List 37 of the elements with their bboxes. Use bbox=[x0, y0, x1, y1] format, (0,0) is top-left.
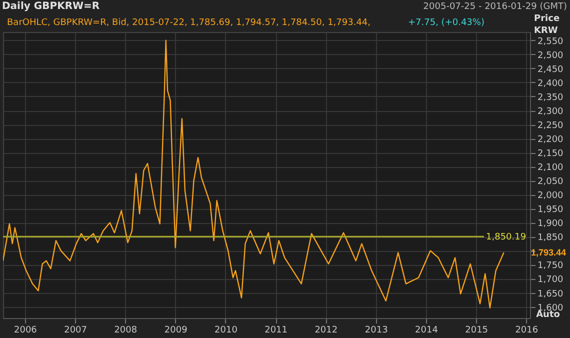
y-tick-label: 2,550 bbox=[538, 36, 564, 47]
y-tick-label: 2,100 bbox=[538, 163, 564, 174]
y-tick-label: 1,900 bbox=[538, 219, 564, 230]
y-tick-label: 2,250 bbox=[538, 121, 564, 132]
x-tick-label: 2015 bbox=[465, 326, 488, 336]
x-tick-label: 2006 bbox=[14, 326, 38, 336]
y-tick-label: 1,650 bbox=[538, 289, 564, 300]
y-axis-title: Price KRW bbox=[534, 14, 560, 36]
text: +7.75, (+0.43%) bbox=[408, 18, 484, 28]
y-tick-label: 2,150 bbox=[538, 149, 564, 160]
y-tick-label: 2,200 bbox=[538, 135, 564, 146]
y-tick-label: 2,500 bbox=[538, 50, 564, 61]
x-tick-label: 2013 bbox=[364, 326, 388, 336]
y-tick-label: 1,700 bbox=[538, 275, 564, 286]
x-tick-label: 2010 bbox=[214, 326, 238, 336]
x-tick-label: 2012 bbox=[314, 326, 338, 336]
y-tick-label: 2,000 bbox=[538, 191, 564, 202]
y-tick-label: 2,350 bbox=[538, 92, 564, 103]
y-tick-label: 1,950 bbox=[538, 205, 564, 216]
ref-line-label: 1,850.19 bbox=[486, 232, 526, 243]
text: 1,793.44 bbox=[531, 248, 566, 258]
y-tick-label: 2,300 bbox=[538, 107, 564, 118]
text: BarOHLC, GBPKRW=R, Bid, 2015-07-22, 1,785.69, 1,794.57, 1,784.50, 1,793.44, bbox=[7, 18, 371, 28]
x-tick-label: 2011 bbox=[264, 326, 288, 336]
text: Auto bbox=[536, 310, 560, 320]
x-tick-label: 2016 bbox=[515, 326, 538, 336]
y-tick-label: 2,450 bbox=[538, 64, 564, 75]
x-tick-label: 2008 bbox=[114, 326, 138, 336]
y-tick-label: 2,400 bbox=[538, 78, 564, 89]
y-tick-label: 1,750 bbox=[538, 261, 564, 272]
chart-subtitle: 2005-07-25 - 2016-01-29 (GMT) bbox=[423, 2, 567, 12]
chart-title: Daily GBPKRW=R bbox=[2, 1, 100, 12]
x-tick-label: 2009 bbox=[164, 326, 188, 336]
x-tick-label: 2007 bbox=[64, 326, 88, 336]
x-tick-label: 2014 bbox=[415, 326, 438, 336]
y-tick-label: 2,050 bbox=[538, 177, 564, 188]
y-tick-label: 1,850 bbox=[538, 233, 564, 244]
